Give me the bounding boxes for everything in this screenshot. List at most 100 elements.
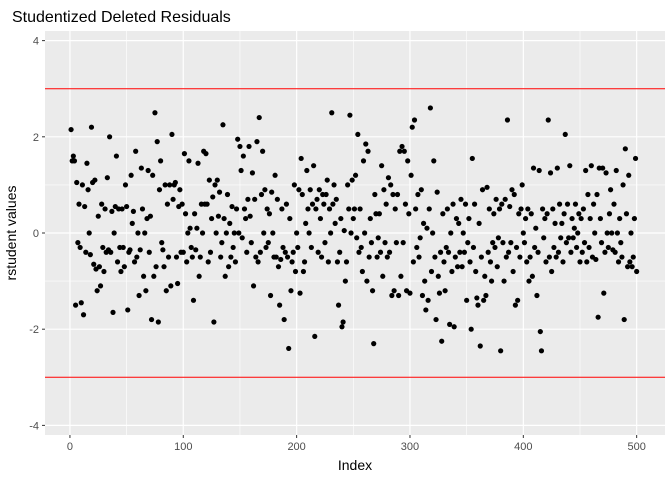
data-point	[78, 300, 84, 306]
data-point	[572, 201, 579, 207]
data-point	[321, 201, 327, 207]
data-point	[241, 206, 248, 212]
data-point	[555, 249, 562, 255]
data-point	[158, 158, 164, 164]
data-point	[467, 259, 473, 265]
data-point	[162, 182, 168, 188]
data-point	[394, 191, 401, 198]
data-point	[305, 206, 311, 212]
data-point	[260, 148, 266, 154]
data-point	[382, 240, 388, 246]
data-point	[252, 196, 258, 202]
data-point	[248, 240, 254, 246]
data-point	[269, 189, 275, 195]
data-point	[613, 167, 619, 174]
data-point	[349, 177, 355, 183]
data-point	[255, 259, 261, 265]
data-point	[188, 244, 194, 251]
data-point	[330, 201, 336, 207]
data-point	[223, 230, 229, 236]
data-point	[425, 297, 431, 303]
data-point	[602, 249, 608, 255]
data-point	[328, 230, 334, 236]
data-point	[352, 172, 359, 178]
data-point	[258, 191, 265, 198]
data-point	[471, 201, 478, 207]
x-tick-label: 200	[287, 441, 305, 453]
data-point	[441, 259, 447, 265]
data-point	[296, 187, 302, 193]
data-point	[546, 254, 552, 260]
data-point	[173, 254, 180, 260]
y-axis-ticks: -4 -2 0 2 4	[29, 36, 45, 432]
data-point	[107, 134, 113, 140]
data-point	[405, 158, 411, 164]
data-point	[576, 211, 582, 217]
data-point	[448, 230, 454, 236]
data-point	[348, 230, 354, 236]
data-point	[172, 179, 178, 186]
data-point	[465, 240, 471, 246]
data-point	[484, 184, 490, 190]
data-point	[245, 196, 251, 202]
data-point	[153, 264, 159, 270]
data-point	[146, 249, 152, 255]
data-point	[73, 302, 79, 308]
data-point	[615, 259, 622, 265]
data-point	[521, 240, 528, 246]
data-point	[371, 341, 377, 347]
data-point	[199, 230, 206, 236]
data-point	[490, 240, 496, 246]
data-point	[74, 179, 80, 186]
data-point	[488, 278, 495, 284]
data-point	[70, 153, 76, 159]
data-point	[88, 124, 95, 130]
data-point	[493, 196, 499, 202]
data-point	[147, 213, 154, 219]
data-point	[597, 215, 603, 222]
data-point	[124, 203, 130, 210]
y-tick-label: -4	[29, 420, 39, 432]
data-point	[265, 240, 271, 246]
data-point	[466, 215, 472, 222]
data-point	[560, 259, 566, 265]
data-point	[342, 278, 348, 284]
data-point	[82, 203, 88, 210]
data-point	[440, 211, 446, 217]
data-point	[386, 249, 393, 255]
data-point	[481, 297, 487, 303]
data-point	[414, 244, 420, 251]
data-point	[400, 240, 406, 246]
data-point	[131, 259, 138, 265]
data-point	[287, 215, 293, 222]
data-point	[507, 203, 513, 210]
data-point	[80, 312, 87, 318]
data-point	[628, 230, 634, 236]
data-point	[415, 191, 421, 198]
data-point	[533, 225, 539, 231]
data-point	[581, 240, 588, 246]
data-point	[314, 196, 320, 202]
data-point	[444, 206, 450, 212]
data-point	[577, 259, 583, 265]
data-point	[300, 268, 307, 275]
data-point	[477, 343, 483, 349]
data-point	[396, 292, 402, 299]
data-point	[94, 288, 100, 294]
data-point	[569, 215, 575, 222]
data-point	[631, 215, 637, 222]
data-point	[197, 254, 203, 260]
data-point	[360, 158, 367, 164]
data-point	[479, 187, 486, 193]
data-point	[605, 244, 611, 251]
data-point	[125, 307, 131, 313]
data-point	[167, 182, 173, 188]
data-point	[205, 259, 211, 265]
data-point	[169, 131, 175, 138]
data-point	[500, 240, 506, 246]
data-point	[454, 264, 461, 270]
data-point	[212, 182, 218, 188]
data-point	[461, 249, 467, 255]
data-point	[571, 225, 577, 231]
